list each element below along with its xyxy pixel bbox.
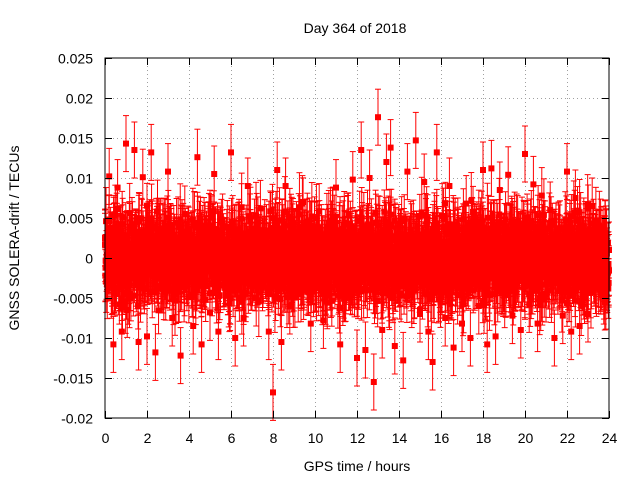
data-point <box>130 292 137 299</box>
data-point <box>119 303 126 310</box>
data-point <box>124 307 131 314</box>
data-point <box>207 214 214 221</box>
data-point <box>111 263 118 270</box>
data-point <box>155 307 162 314</box>
data-point <box>138 215 145 222</box>
data-series <box>102 88 612 421</box>
data-point <box>135 302 142 309</box>
data-point <box>210 208 217 215</box>
data-point <box>111 290 118 297</box>
data-point <box>104 281 111 288</box>
data-point <box>122 298 129 305</box>
data-point <box>164 214 171 221</box>
data-point <box>126 291 133 298</box>
data-point <box>213 286 220 293</box>
data-point <box>138 228 145 235</box>
data-point <box>111 286 118 293</box>
data-point <box>129 222 136 229</box>
data-point <box>208 223 215 230</box>
